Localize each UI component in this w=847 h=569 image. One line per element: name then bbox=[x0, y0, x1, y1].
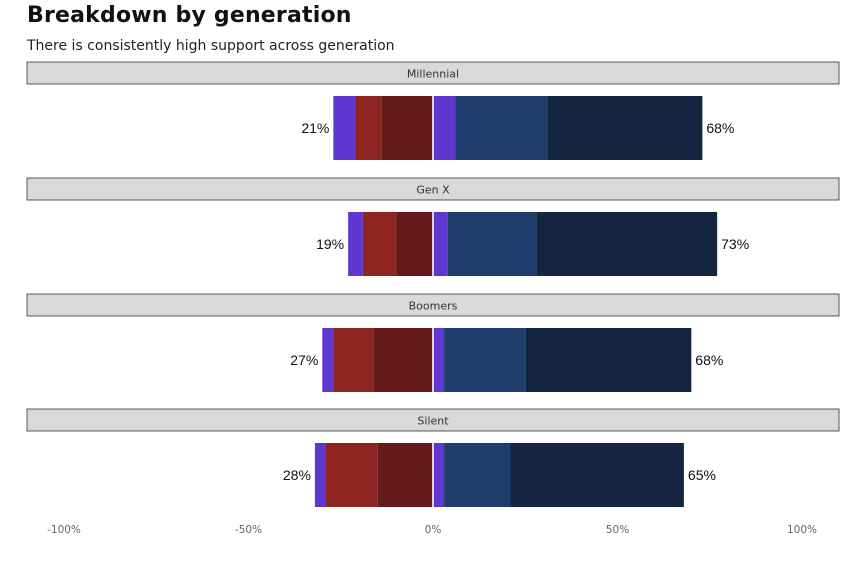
left-percent-label-gen-x: 19% bbox=[316, 236, 344, 252]
x-tick-label-0-: 0% bbox=[425, 524, 442, 536]
right-percent-label-silent: 65% bbox=[688, 467, 716, 483]
bar-segment-gen-x-1 bbox=[396, 212, 433, 276]
bar-segment-silent-5 bbox=[444, 443, 511, 507]
bar-segment-gen-x-5 bbox=[447, 212, 537, 276]
right-percent-label-boomers: 68% bbox=[695, 352, 723, 368]
bar-segment-boomers-5 bbox=[444, 328, 526, 392]
bar-segment-boomers-1 bbox=[373, 328, 433, 392]
facet-strip-label-boomers: Boomers bbox=[409, 300, 458, 313]
bar-segment-millennial-3 bbox=[333, 96, 356, 160]
chart-subtitle: There is consistently high support acros… bbox=[27, 38, 395, 54]
bar-segment-millennial-4 bbox=[433, 96, 456, 160]
bar-segment-boomers-2 bbox=[333, 328, 374, 392]
right-percent-label-millennial: 68% bbox=[706, 120, 734, 136]
facet-strip-silent bbox=[26, 408, 840, 432]
bar-segment-millennial-6 bbox=[547, 96, 703, 160]
bar-segment-silent-1 bbox=[377, 443, 433, 507]
facet-strip-gen-x bbox=[26, 177, 840, 201]
bar-segment-millennial-1 bbox=[381, 96, 433, 160]
facet-strip-label-millennial: Millennial bbox=[407, 68, 459, 81]
x-tick-label-50-: 50% bbox=[606, 524, 629, 536]
bar-segment-gen-x-4 bbox=[433, 212, 448, 276]
bar-segment-millennial-2 bbox=[355, 96, 382, 160]
bar-segment-silent-6 bbox=[510, 443, 684, 507]
facet-strip-millennial bbox=[26, 61, 840, 85]
left-percent-label-boomers: 27% bbox=[290, 352, 318, 368]
x-tick-label--100-: -100% bbox=[47, 524, 81, 536]
bar-segment-gen-x-2 bbox=[362, 212, 397, 276]
bar-segment-boomers-3 bbox=[322, 328, 334, 392]
facet-strip-label-gen-x: Gen X bbox=[416, 184, 450, 197]
right-percent-label-gen-x: 73% bbox=[721, 236, 749, 252]
bar-segment-boomers-4 bbox=[433, 328, 445, 392]
bar-segment-silent-3 bbox=[314, 443, 326, 507]
bar-segment-silent-4 bbox=[433, 443, 445, 507]
bar-segment-millennial-5 bbox=[455, 96, 548, 160]
x-tick-label--50-: -50% bbox=[235, 524, 262, 536]
left-percent-label-silent: 28% bbox=[283, 467, 311, 483]
bar-segment-gen-x-6 bbox=[536, 212, 718, 276]
bar-segment-boomers-6 bbox=[525, 328, 692, 392]
facet-strip-label-silent: Silent bbox=[417, 415, 449, 428]
facet-strip-boomers bbox=[26, 293, 840, 317]
bar-segment-gen-x-3 bbox=[348, 212, 363, 276]
x-tick-label-100-: 100% bbox=[787, 524, 817, 536]
bar-segment-silent-2 bbox=[325, 443, 378, 507]
left-percent-label-millennial: 21% bbox=[301, 120, 329, 136]
chart-title: Breakdown by generation bbox=[27, 3, 352, 28]
